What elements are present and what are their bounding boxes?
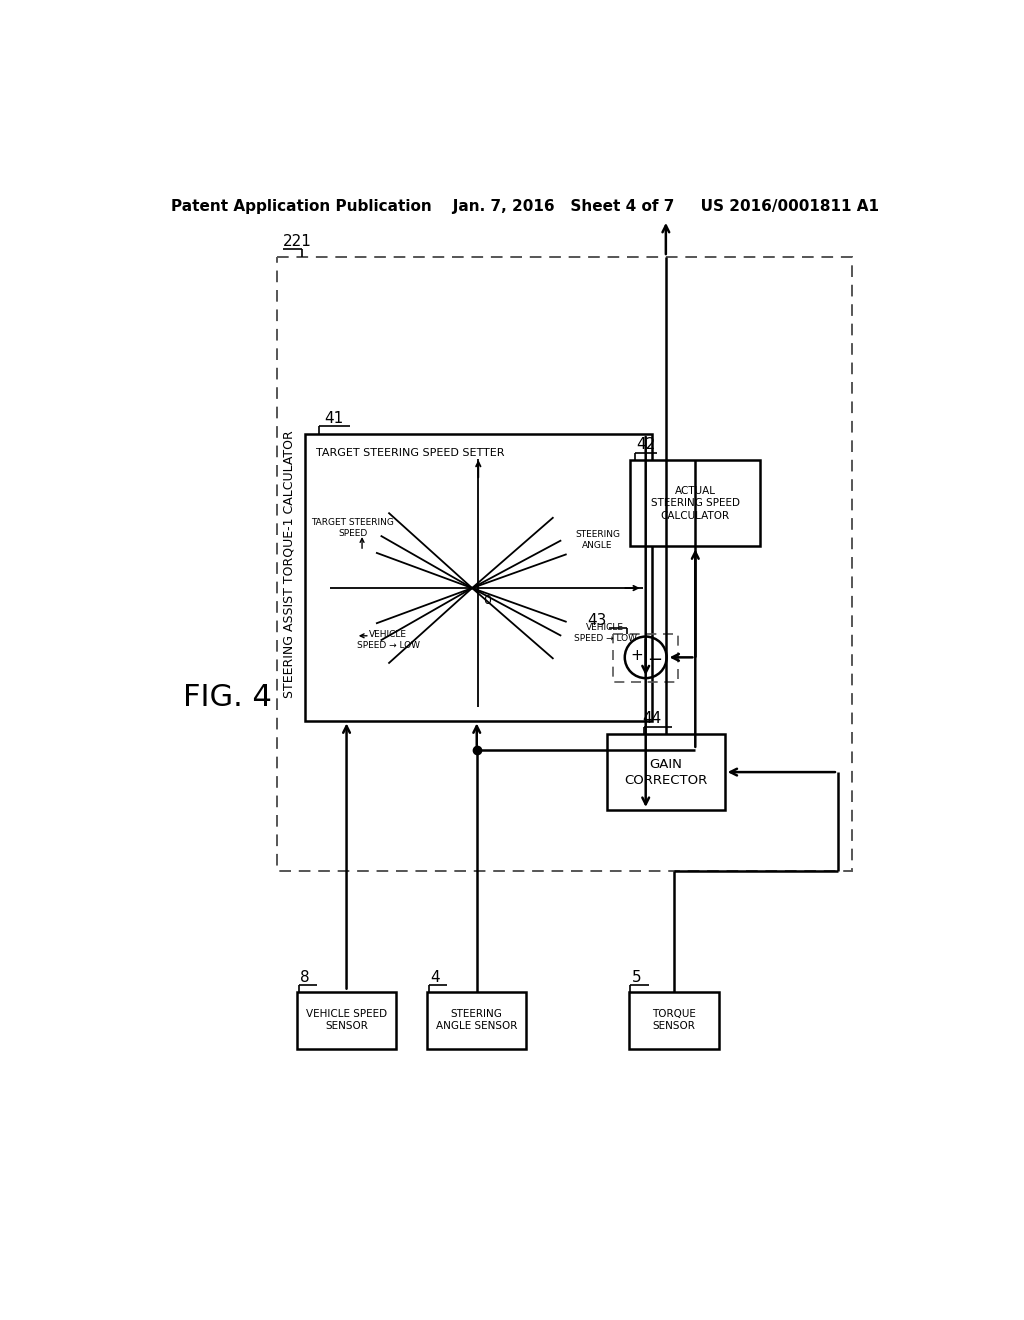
Text: VEHICLE
SPEED → LOW: VEHICLE SPEED → LOW [573, 623, 637, 643]
Text: ACTUAL
STEERING SPEED
CALCULATOR: ACTUAL STEERING SPEED CALCULATOR [651, 486, 739, 521]
Text: 8: 8 [300, 970, 309, 985]
Text: VEHICLE
SPEED → LOW: VEHICLE SPEED → LOW [357, 631, 420, 651]
Text: Patent Application Publication    Jan. 7, 2016   Sheet 4 of 7     US 2016/000181: Patent Application Publication Jan. 7, 2… [171, 198, 879, 214]
Bar [630, 461, 761, 546]
Text: FIG. 4: FIG. 4 [182, 682, 271, 711]
Bar [427, 991, 526, 1048]
Text: STEERING
ANGLE SENSOR: STEERING ANGLE SENSOR [436, 1008, 517, 1031]
Text: −: − [647, 651, 662, 669]
Text: 43: 43 [588, 612, 607, 628]
Bar [305, 434, 652, 721]
Text: 41: 41 [325, 411, 344, 426]
Text: TARGET STEERING
SPEED: TARGET STEERING SPEED [311, 517, 394, 539]
Text: TORQUE
SENSOR: TORQUE SENSOR [651, 1008, 695, 1031]
Bar [607, 734, 725, 809]
Text: 221: 221 [283, 234, 312, 249]
Bar [297, 991, 396, 1048]
Text: 42: 42 [636, 437, 655, 453]
Text: VEHICLE SPEED
SENSOR: VEHICLE SPEED SENSOR [306, 1008, 387, 1031]
Text: 0: 0 [483, 594, 492, 607]
Bar [613, 635, 678, 682]
Text: +: + [631, 648, 643, 663]
Text: 44: 44 [642, 711, 662, 726]
Text: 4: 4 [430, 970, 440, 985]
Text: STEERING ASSIST TORQUE-1 CALCULATOR: STEERING ASSIST TORQUE-1 CALCULATOR [283, 430, 296, 698]
Text: 5: 5 [632, 970, 641, 985]
Text: STEERING
ANGLE: STEERING ANGLE [575, 531, 621, 550]
Bar [276, 257, 852, 871]
Bar [629, 991, 719, 1048]
Text: GAIN
CORRECTOR: GAIN CORRECTOR [625, 758, 708, 787]
Text: TARGET STEERING SPEED SETTER: TARGET STEERING SPEED SETTER [315, 447, 504, 458]
